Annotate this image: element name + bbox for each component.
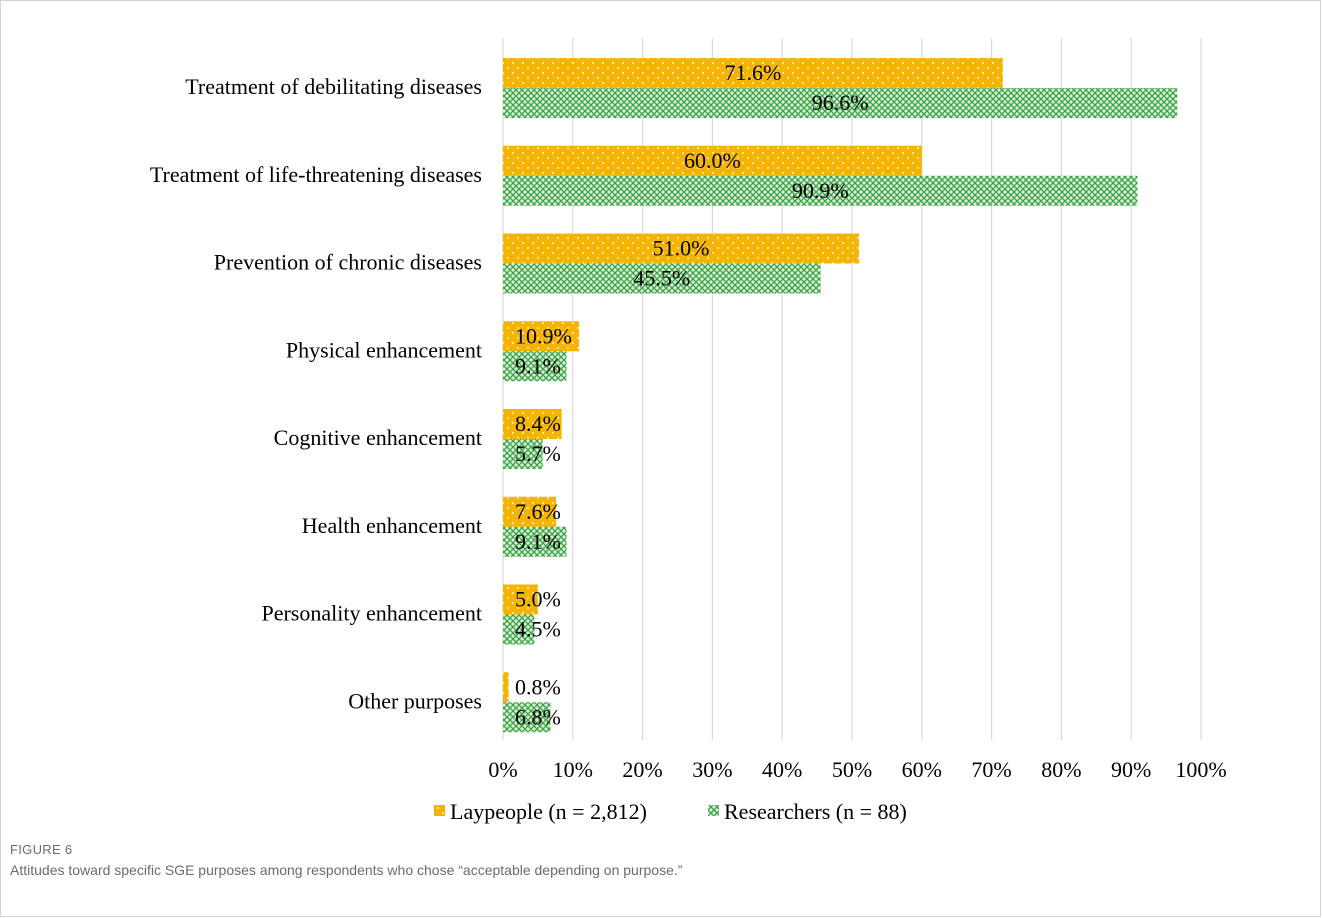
x-tick-label: 30% [692, 757, 732, 782]
bar-laypeople [503, 145, 922, 176]
data-label-researchers: 6.8% [515, 704, 561, 729]
x-tick-label: 100% [1175, 757, 1226, 782]
x-axis-ticks: 0% 10% 20% 30% 40% 50% 60% 70% 80% 90% 100% [488, 757, 1226, 782]
bar-researchers [503, 263, 821, 294]
data-labels: 71.6% 96.6% 60.0% 90.9% 51.0% 45.5% 10.9% 9.1% 8… [515, 60, 869, 729]
data-label-laypeople: 10.9% [515, 323, 572, 348]
data-label-researchers: 4.5% [515, 617, 561, 642]
x-tick-label: 70% [971, 757, 1011, 782]
legend-label-laypeople: Laypeople (n = 2,812) [450, 799, 647, 824]
bar-laypeople [503, 321, 580, 352]
data-label-researchers: 9.1% [515, 353, 561, 378]
category-label: Treatment of debilitating diseases [185, 74, 482, 99]
data-label-researchers: 45.5% [633, 266, 690, 291]
bars [503, 58, 1178, 733]
category-label: Physical enhancement [286, 337, 482, 362]
data-label-laypeople: 71.6% [724, 60, 781, 85]
x-tick-label: 60% [902, 757, 942, 782]
x-tick-label: 90% [1111, 757, 1151, 782]
bar-researchers [503, 175, 1138, 206]
bar-laypeople [503, 233, 859, 264]
x-tick-label: 50% [832, 757, 872, 782]
bar-researchers [503, 614, 535, 645]
legend-label-researchers: Researchers (n = 88) [724, 799, 907, 824]
data-label-laypeople: 60.0% [684, 148, 741, 173]
legend-swatch-researchers [708, 805, 719, 816]
bar-laypeople [503, 672, 509, 703]
data-label-laypeople: 8.4% [515, 411, 561, 436]
data-label-laypeople: 5.0% [515, 587, 561, 612]
category-label: Prevention of chronic diseases [214, 250, 482, 275]
data-label-laypeople: 0.8% [515, 674, 561, 699]
bar-laypeople [503, 409, 562, 439]
data-label-laypeople: 7.6% [515, 499, 561, 524]
x-tick-label: 40% [762, 757, 802, 782]
data-label-laypeople: 51.0% [653, 236, 710, 261]
category-label: Cognitive enhancement [274, 425, 482, 450]
category-label: Treatment of life-threatening diseases [150, 162, 482, 187]
data-label-researchers: 9.1% [515, 529, 561, 554]
category-labels: Treatment of debilitating diseases Treatm… [150, 74, 482, 713]
figure-label: FIGURE 6 [10, 842, 73, 857]
figure-caption-text: Attitudes toward specific SGE purposes a… [10, 862, 683, 878]
x-tick-label: 20% [622, 757, 662, 782]
bar-laypeople [503, 584, 538, 615]
legend: Laypeople (n = 2,812) Researchers (n = 88… [434, 799, 907, 824]
bar-researchers [503, 702, 551, 733]
bar-researchers [503, 526, 567, 557]
bar-chart: Treatment of debilitating diseases Treatm… [150, 38, 1227, 824]
data-label-researchers: 5.7% [515, 441, 561, 466]
category-label: Other purposes [348, 688, 482, 713]
bar-researchers [503, 88, 1178, 118]
bar-researchers [503, 439, 543, 469]
bar-researchers [503, 351, 567, 382]
bar-laypeople [503, 58, 1003, 88]
legend-swatch-laypeople [434, 805, 445, 816]
x-tick-label: 10% [553, 757, 593, 782]
x-tick-label: 80% [1041, 757, 1081, 782]
data-label-researchers: 90.9% [792, 178, 849, 203]
gridlines [502, 38, 1202, 740]
bar-laypeople [503, 496, 557, 527]
category-label: Personality enhancement [261, 601, 482, 626]
x-tick-label: 0% [488, 757, 517, 782]
category-label: Health enhancement [302, 513, 482, 538]
data-label-researchers: 96.6% [812, 90, 869, 115]
figure-caption: FIGURE 6 Attitudes toward specific SGE p… [10, 842, 1310, 878]
